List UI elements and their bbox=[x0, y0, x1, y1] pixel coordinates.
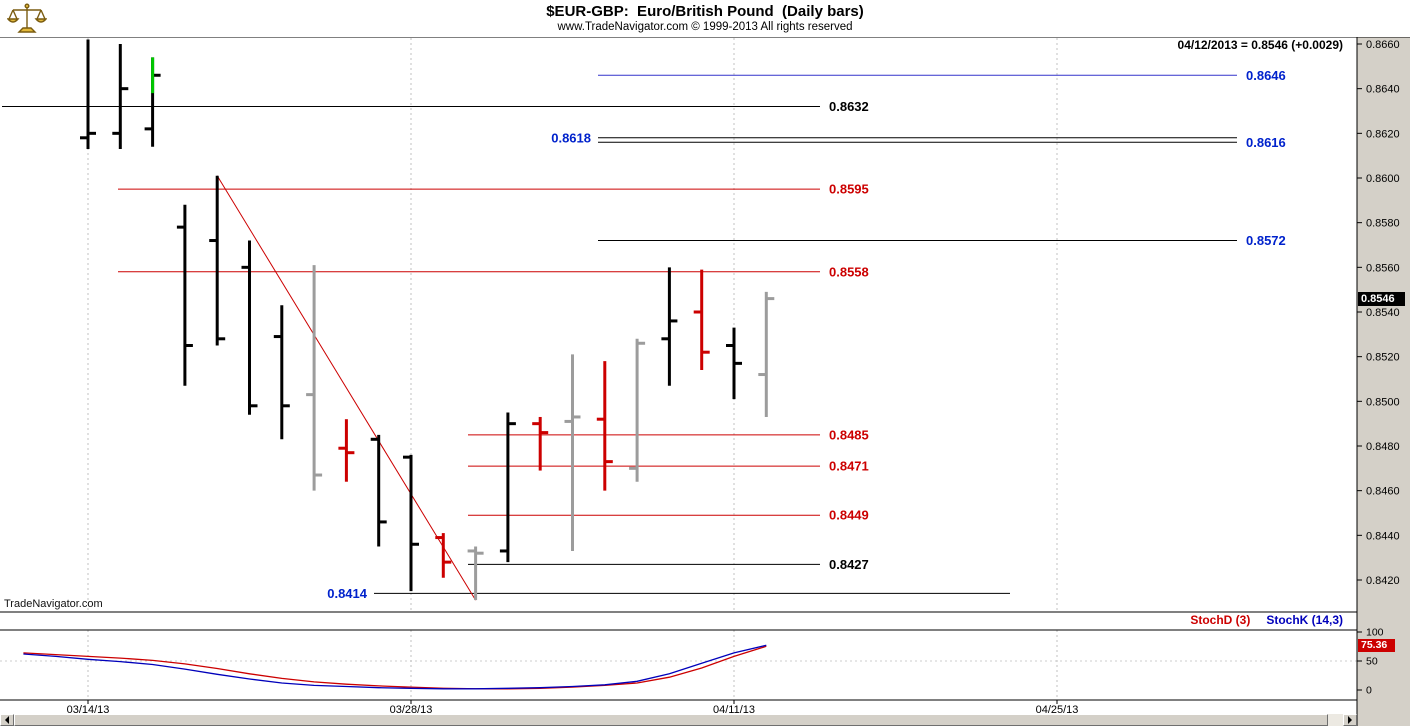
stoch-k-line bbox=[23, 644, 767, 690]
chart-header: $EUR-GBP: Euro/British Pound (Daily bars… bbox=[0, 0, 1410, 37]
level-label: 0.8646 bbox=[1246, 68, 1286, 83]
date-axis-label: 03/14/13 bbox=[67, 704, 110, 716]
scroll-right-button[interactable] bbox=[1343, 714, 1357, 726]
level-label: 0.8485 bbox=[829, 427, 869, 442]
stochastic-legend: StochD (3) StochK (14,3) bbox=[1190, 613, 1343, 627]
level-label: 0.8632 bbox=[829, 99, 869, 114]
stoch-d-legend-label[interactable]: StochD (3) bbox=[1190, 613, 1251, 627]
last-quote-readout: 04/12/2013 = 0.8546 (+0.0029) bbox=[1177, 38, 1343, 52]
level-label: 0.8572 bbox=[1246, 233, 1286, 248]
price-axis-label: 0.8620 bbox=[1366, 128, 1400, 140]
scroll-right-icon bbox=[1348, 716, 1356, 724]
price-axis-label: 0.8480 bbox=[1366, 441, 1400, 453]
scrollbar-thumb[interactable] bbox=[14, 714, 1328, 726]
price-axis-label: 0.8580 bbox=[1366, 218, 1400, 230]
watermark-text: TradeNavigator.com bbox=[4, 598, 103, 610]
scroll-left-icon bbox=[1, 716, 9, 724]
price-axis-label: 0.8560 bbox=[1366, 262, 1400, 274]
level-label: 0.8449 bbox=[829, 508, 869, 523]
trendline[interactable] bbox=[216, 175, 477, 601]
copyright-subtitle: www.TradeNavigator.com © 1999-2013 All r… bbox=[557, 21, 853, 33]
level-label: 0.8558 bbox=[829, 264, 869, 279]
level-label: 0.8427 bbox=[829, 557, 869, 572]
price-axis-label: 0.8500 bbox=[1366, 396, 1400, 408]
price-axis-label: 0.8540 bbox=[1366, 307, 1400, 319]
price-axis-label: 0.8420 bbox=[1366, 575, 1400, 587]
balance-scale-logo-icon bbox=[7, 3, 47, 33]
scrollbar-track[interactable] bbox=[1328, 714, 1343, 726]
level-label: 0.8471 bbox=[829, 459, 869, 474]
price-axis-background bbox=[1357, 37, 1410, 726]
stoch-axis-label: 0 bbox=[1366, 685, 1372, 697]
stoch-value-badge: 75.36 bbox=[1358, 639, 1395, 652]
horizontal-scrollbar[interactable] bbox=[0, 714, 1357, 726]
stoch-k-legend-label[interactable]: StochK (14,3) bbox=[1266, 613, 1343, 627]
stoch-d-line bbox=[23, 645, 767, 690]
price-axis-label: 0.8640 bbox=[1366, 84, 1400, 96]
price-axis-label: 0.8520 bbox=[1366, 352, 1400, 364]
price-axis-label: 0.8600 bbox=[1366, 173, 1400, 185]
level-label: 0.8414 bbox=[327, 586, 368, 601]
date-axis-label: 04/11/13 bbox=[713, 704, 755, 716]
price-axis-label: 0.8660 bbox=[1366, 39, 1400, 51]
price-axis-label: 0.8440 bbox=[1366, 530, 1400, 542]
level-label: 0.8595 bbox=[829, 182, 869, 197]
level-label: 0.8616 bbox=[1246, 135, 1286, 150]
scroll-left-button[interactable] bbox=[0, 714, 14, 726]
stoch-axis-label: 100 bbox=[1366, 627, 1384, 639]
date-axis-label: 03/28/13 bbox=[390, 704, 433, 716]
level-label: 0.8618 bbox=[551, 130, 591, 145]
page-title: $EUR-GBP: Euro/British Pound (Daily bars… bbox=[546, 3, 864, 20]
date-axis-label: 04/25/13 bbox=[1036, 704, 1079, 716]
price-axis-label: 0.8460 bbox=[1366, 486, 1400, 498]
last-price-badge: 0.8546 bbox=[1358, 292, 1405, 306]
stoch-axis-label: 50 bbox=[1366, 656, 1378, 668]
